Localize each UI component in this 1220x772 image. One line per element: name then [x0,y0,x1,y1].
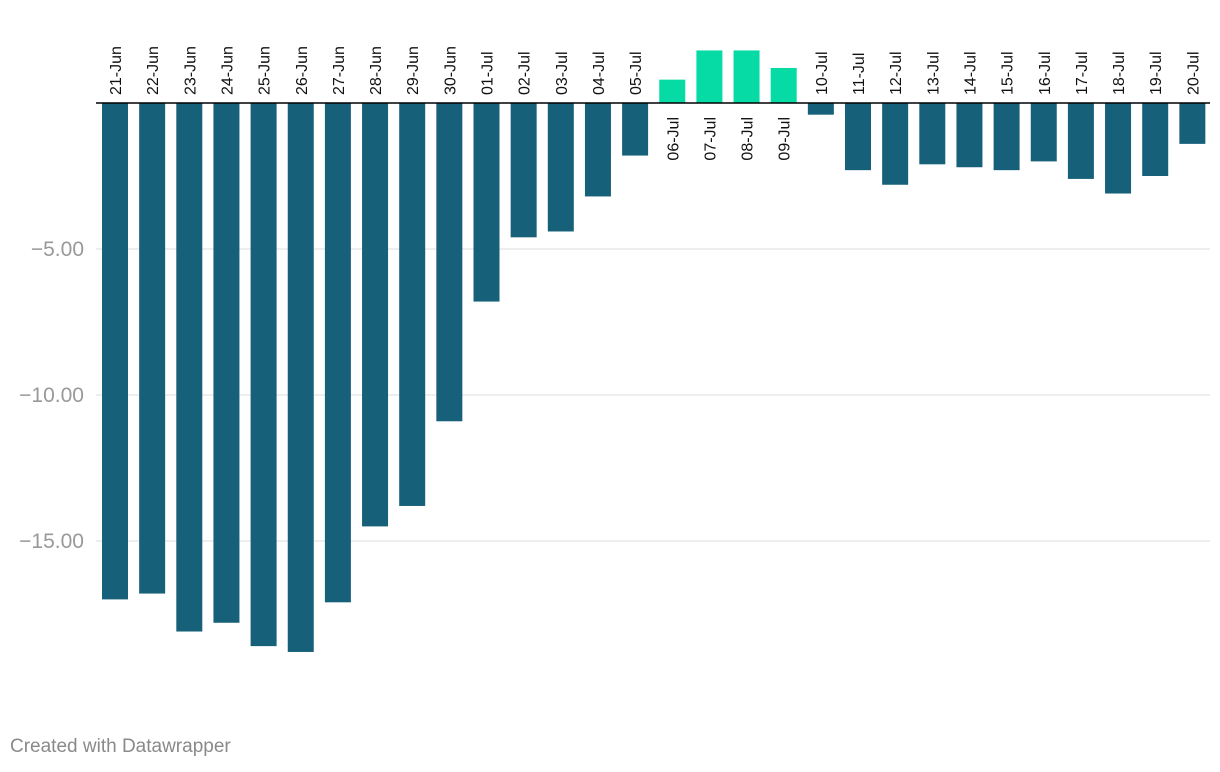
bar [473,103,500,302]
x-category-label: 23-Jun [182,46,199,95]
x-category-label: 12-Jul [888,51,905,95]
x-category-label: 26-Jun [294,46,311,95]
bar [287,103,314,652]
x-category-label: 17-Jul [1074,51,1091,95]
x-category-label: 24-Jun [219,46,236,95]
x-category-label: 28-Jun [368,46,385,95]
bar [176,103,203,632]
x-category-label: 01-Jul [480,51,497,95]
x-category-label: 25-Jun [257,46,274,95]
x-category-label: 03-Jul [554,51,571,95]
bar [584,103,611,197]
bar [324,103,351,603]
x-category-label: 16-Jul [1037,51,1054,95]
x-category-label: 22-Jun [145,46,162,95]
bar [733,50,760,103]
y-axis-ticks: −5.00 −10.00 −15.00 [19,238,84,553]
x-category-label: 10-Jul [814,51,831,95]
bar [807,103,834,115]
bar [362,103,389,527]
x-category-label: 27-Jun [331,46,348,95]
bar [956,103,983,168]
x-category-label: 13-Jul [925,51,942,95]
bar [102,103,128,600]
bar [659,79,686,103]
bar [993,103,1020,171]
bar [1105,103,1132,194]
bar [1179,103,1206,144]
datawrapper-credit: Created with Datawrapper [10,736,231,757]
x-category-label: 11-Jul [851,53,868,95]
x-category-label: 15-Jul [1000,51,1017,95]
x-category-label: 09-Jul [777,117,794,161]
x-category-label: 04-Jul [591,51,608,95]
bar [547,103,574,232]
bar [436,103,463,422]
y-tick-label: −10.00 [19,384,84,407]
bar [845,103,871,171]
x-category-label: 30-Jun [442,46,459,95]
bars [102,50,1206,652]
x-category-label: 21-Jun [108,46,125,95]
bar [1030,103,1057,162]
y-tick-label: −15.00 [19,530,84,553]
bar [213,103,240,623]
bar [882,103,909,185]
bar [250,103,277,647]
bar [510,103,537,238]
x-category-label: 20-Jul [1185,51,1202,95]
bar [919,103,946,165]
x-category-label: 02-Jul [517,51,534,95]
bar [1142,103,1169,176]
x-axis-labels: 21-Jun 22-Jun 23-Jun 24-Jun 25-Jun 26-Jun 27-J… [108,46,1202,161]
bar [696,50,723,103]
x-category-label: 08-Jul [740,117,757,161]
bar [770,67,797,103]
x-category-label: 07-Jul [702,117,719,161]
x-category-label: 05-Jul [628,51,645,95]
bar [139,103,166,594]
bar [1067,103,1094,179]
x-category-label: 14-Jul [962,51,979,95]
bar [622,103,649,156]
y-tick-label: −5.00 [31,238,84,261]
x-category-label: 06-Jul [665,117,682,161]
gridlines [96,248,1210,542]
x-category-label: 19-Jul [1148,51,1165,95]
bar [399,103,426,506]
x-category-label: 29-Jun [405,46,422,95]
x-category-label: 18-Jul [1111,51,1128,95]
